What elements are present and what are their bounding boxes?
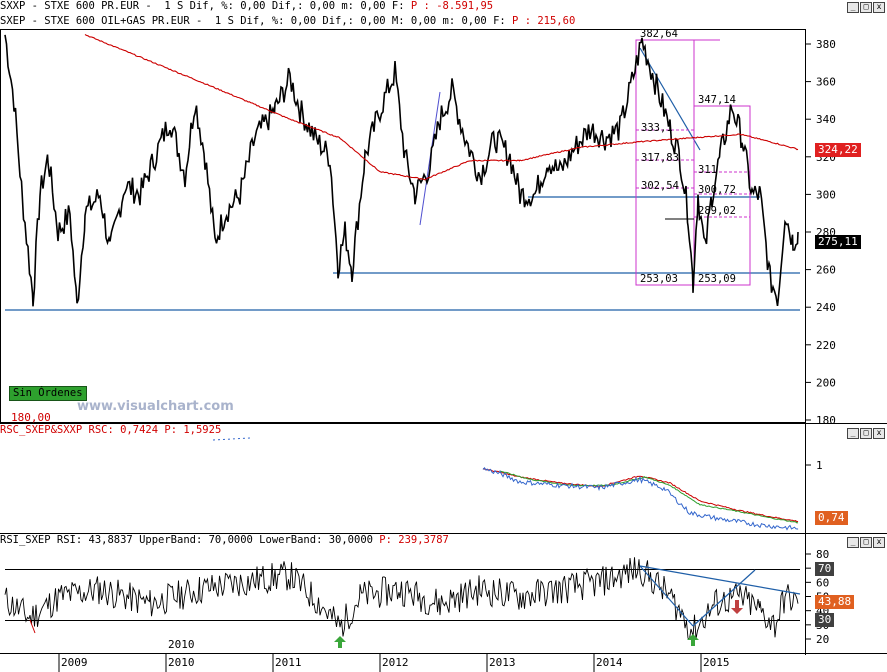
time-axis-ticks: 2009 2010 2010 2011 2012 2013 2014 2015 (58, 638, 730, 672)
annotation-300: 300,72 (698, 184, 736, 196)
price-series-line[interactable] (4, 34, 799, 307)
fib-box-2[interactable] (693, 105, 751, 286)
rsi-trendline-2[interactable] (639, 565, 694, 627)
rsi-close-button[interactable]: x (873, 537, 885, 548)
main-window-buttons: _ □ x (847, 2, 885, 13)
arrow-down-icon (731, 600, 743, 614)
annotation-253-03: 253,03 (640, 273, 678, 285)
rsi-series-line[interactable] (4, 557, 799, 640)
rsc-tick-label: 1 (816, 459, 823, 472)
time-tick-label: 2010 (168, 656, 195, 669)
rsi-upper-badge: 70 (815, 562, 835, 576)
price-tick-label: 380 (816, 38, 836, 51)
header-sxep-text: SXEP - STXE 600 OIL+GAS PR.EUR - 1 S Dif… (0, 15, 513, 27)
rsi-header-p: P: 239,3787 (379, 534, 449, 546)
annotation-289: 289,02 (698, 205, 736, 217)
rsc-header-label: RSC_SXEP&SXXP RSC: 0,7424 (0, 424, 165, 436)
trendline-2014[interactable] (639, 47, 701, 151)
time-tick-label: 2009 (61, 656, 88, 669)
annotation-347: 347,14 (698, 94, 736, 106)
minimize-button[interactable]: _ (847, 2, 859, 13)
rsc-axis-ticks: 1 (805, 459, 823, 472)
time-tick-label: 2014 (596, 656, 623, 669)
rsc-line-blue[interactable] (482, 466, 799, 531)
rsi-tick-label: 60 (816, 576, 829, 589)
moving-average-line[interactable] (84, 34, 799, 181)
time-tick-label: 2013 (489, 656, 516, 669)
price-tick-label: 340 (816, 113, 836, 126)
rsc-minimize-button[interactable]: _ (847, 428, 859, 439)
rsi-maximize-button[interactable]: □ (860, 537, 872, 548)
annotation-382: 382,64 (640, 28, 678, 40)
rsi-value-badge: 43,88 (815, 595, 855, 609)
rsi-red-dip (29, 619, 36, 634)
rsi-header: RSI_SXEP RSI: 43,8837 UpperBand: 70,0000… (0, 534, 449, 547)
low-price-label: 180,00 (11, 411, 51, 424)
annotation-302: 302,54 (641, 180, 679, 192)
price-tick-label: 360 (816, 76, 836, 89)
rsi-minimize-button[interactable]: _ (847, 537, 859, 548)
rsi-window-buttons: _ □ x (847, 537, 885, 548)
rsc-line-green[interactable] (499, 470, 799, 524)
fibonacci-boxes[interactable] (635, 39, 751, 286)
rsi-tick-label: 20 (816, 633, 829, 646)
maximize-button[interactable]: □ (860, 2, 872, 13)
price-tick-label: 220 (816, 339, 836, 352)
price-tick-label: 300 (816, 188, 836, 201)
header-sxep-p: P : 215,60 (512, 15, 576, 27)
rsi-header-label: RSI_SXEP RSI: 43,8837 UpperBand: 70,0000… (0, 534, 380, 546)
watermark: www.visualchart.com (77, 399, 234, 414)
price-tick-label: 240 (816, 301, 836, 314)
rsi-trendline-1[interactable] (639, 565, 801, 595)
arrow-up-icon (334, 636, 346, 648)
annotation-333: 333,1 (641, 122, 673, 134)
rsc-maximize-button[interactable]: □ (860, 428, 872, 439)
last-price-badge: 275,11 (815, 235, 861, 249)
sin-ordenes-button[interactable]: Sin Órdenes (9, 386, 87, 401)
arrow-up-icon (687, 634, 699, 646)
rsc-header: RSC_SXEP&SXXP RSC: 0,7424 P: 1,5925 (0, 424, 221, 437)
time-tick-label: 2012 (382, 656, 409, 669)
price-panel-frame (0, 29, 806, 423)
time-tick-label: 2015 (703, 656, 730, 669)
time-tick-label: 2010 (168, 638, 195, 651)
main-chart-header-2: SXEP - STXE 600 OIL+GAS PR.EUR - 1 S Dif… (0, 15, 575, 28)
main-chart-header-1: SXXP - STXE 600 PR.EUR - 1 S Dif, %: 0,0… (0, 0, 493, 13)
time-tick-label: 2011 (275, 656, 302, 669)
header-sxxp-text: SXXP - STXE 600 PR.EUR - 1 S Dif, %: 0,0… (0, 0, 411, 12)
annotation-253-09: 253,09 (698, 273, 736, 285)
header-sxxp-p: P : -8.591,95 (410, 0, 494, 12)
annotation-317: 317,83 (641, 152, 679, 164)
rsc-close-button[interactable]: x (873, 428, 885, 439)
rsc-window-buttons: _ □ x (847, 428, 885, 439)
price-tick-label: 180 (816, 414, 836, 427)
rsi-tick-label: 80 (816, 548, 829, 561)
close-button[interactable]: x (873, 2, 885, 13)
ma-value-badge: 324,22 (815, 143, 861, 157)
annotation-311: 311 (698, 164, 717, 176)
rsi-trendline-3[interactable] (692, 569, 756, 627)
rsi-lower-badge: 30 (815, 613, 835, 627)
rsc-early-fragment (212, 437, 251, 441)
price-tick-label: 200 (816, 376, 836, 389)
rsc-header-p: P: 1,5925 (164, 424, 222, 436)
price-tick-label: 260 (816, 264, 836, 277)
rsc-value-badge: 0,74 (815, 511, 848, 525)
